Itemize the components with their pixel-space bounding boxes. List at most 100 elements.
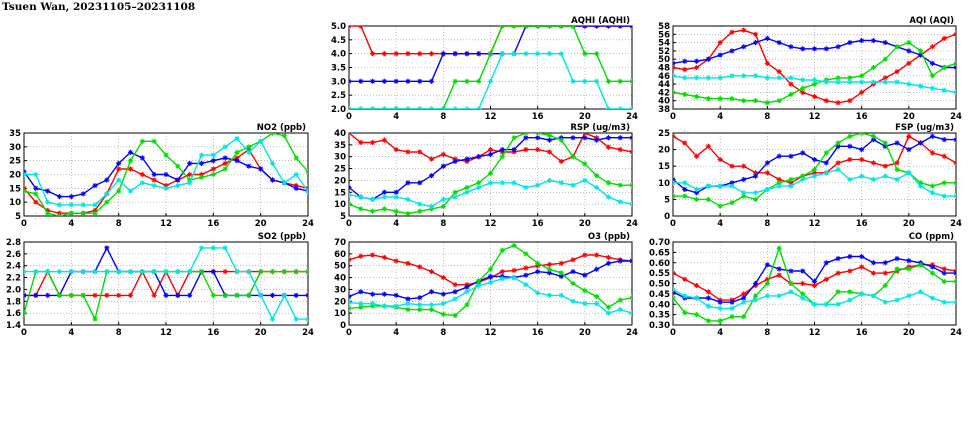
data-point bbox=[776, 153, 782, 159]
data-point bbox=[823, 79, 829, 85]
chart-title: CO (ppm) bbox=[909, 232, 954, 242]
data-point bbox=[116, 188, 122, 194]
page-title: Tsuen Wan, 20231105–20231108 bbox=[2, 1, 196, 13]
data-point bbox=[870, 64, 877, 71]
data-point bbox=[24, 310, 27, 316]
data-point bbox=[776, 69, 782, 75]
data-point bbox=[717, 52, 723, 58]
data-point bbox=[953, 31, 956, 37]
data-point bbox=[127, 166, 134, 172]
y-tick-label: 1.8 bbox=[6, 297, 21, 307]
data-point bbox=[582, 177, 588, 184]
data-point bbox=[104, 269, 110, 275]
data-point bbox=[511, 135, 517, 141]
x-tick-label: 16 bbox=[207, 328, 219, 338]
data-point bbox=[682, 276, 688, 282]
data-point bbox=[163, 269, 169, 275]
y-tick-label: 10 bbox=[334, 309, 346, 319]
data-point bbox=[752, 40, 759, 46]
x-tick-label: 24 bbox=[626, 219, 638, 229]
data-point bbox=[487, 279, 494, 285]
data-point bbox=[234, 155, 240, 161]
data-point bbox=[349, 257, 352, 263]
data-point bbox=[452, 51, 458, 57]
data-point bbox=[33, 191, 39, 197]
data-point bbox=[511, 267, 517, 274]
data-point bbox=[729, 29, 735, 35]
data-point bbox=[894, 140, 900, 146]
data-point bbox=[198, 174, 205, 180]
x-tick-label: 0 bbox=[346, 219, 352, 229]
data-point bbox=[417, 264, 423, 270]
data-point bbox=[428, 306, 435, 313]
x-tick-label: 24 bbox=[302, 219, 314, 229]
data-point bbox=[464, 106, 470, 109]
x-tick-label: 20 bbox=[903, 219, 915, 229]
data-point bbox=[68, 194, 74, 200]
data-point bbox=[440, 203, 446, 210]
data-point bbox=[405, 301, 411, 307]
data-point bbox=[405, 51, 411, 57]
data-point bbox=[281, 133, 287, 139]
data-point bbox=[788, 289, 794, 295]
data-point bbox=[693, 282, 700, 289]
data-point bbox=[305, 316, 308, 322]
data-point bbox=[163, 292, 169, 298]
data-point bbox=[523, 51, 529, 57]
data-point bbox=[104, 292, 110, 298]
x-tick-label: 16 bbox=[532, 328, 544, 338]
data-point bbox=[953, 193, 956, 199]
data-point bbox=[56, 213, 63, 216]
data-point bbox=[776, 98, 782, 104]
data-point bbox=[393, 292, 399, 298]
data-point bbox=[629, 295, 632, 301]
data-point bbox=[764, 186, 770, 193]
data-point bbox=[68, 269, 74, 275]
data-point bbox=[452, 158, 458, 165]
data-point bbox=[605, 180, 612, 186]
data-point bbox=[629, 106, 632, 109]
x-tick-label: 24 bbox=[626, 112, 638, 122]
x-tick-label: 20 bbox=[255, 219, 267, 229]
data-point bbox=[33, 185, 39, 191]
data-point bbox=[752, 297, 759, 303]
data-point bbox=[741, 314, 747, 320]
data-point bbox=[293, 182, 299, 189]
data-point bbox=[487, 170, 494, 176]
data-point bbox=[717, 156, 723, 163]
data-point bbox=[776, 245, 782, 251]
y-tick-label: 4.5 bbox=[331, 36, 346, 46]
data-point bbox=[811, 46, 818, 52]
data-point bbox=[440, 151, 446, 157]
data-point bbox=[929, 133, 936, 139]
data-point bbox=[393, 78, 399, 84]
data-point bbox=[56, 210, 63, 216]
data-point bbox=[752, 170, 759, 176]
y-tick-label: 35 bbox=[9, 129, 21, 139]
data-point bbox=[870, 137, 877, 143]
data-point bbox=[499, 147, 505, 153]
data-point bbox=[499, 180, 505, 186]
y-tick-label: 0 bbox=[340, 321, 346, 331]
y-tick-label: 30 bbox=[334, 285, 346, 295]
y-tick-label: 2.0 bbox=[331, 105, 346, 115]
data-point bbox=[811, 301, 818, 307]
data-point bbox=[776, 180, 782, 186]
data-point bbox=[823, 160, 829, 166]
y-tick-label: 0.35 bbox=[649, 311, 670, 321]
data-point bbox=[859, 264, 865, 270]
data-point bbox=[764, 100, 770, 106]
data-point bbox=[617, 297, 623, 303]
data-point bbox=[80, 210, 86, 216]
data-point bbox=[546, 149, 553, 155]
data-point bbox=[222, 245, 228, 251]
data-point bbox=[870, 133, 877, 139]
data-point bbox=[918, 140, 924, 146]
x-tick-label: 8 bbox=[440, 328, 446, 338]
data-point bbox=[729, 200, 735, 206]
data-point bbox=[523, 26, 529, 29]
data-point bbox=[835, 160, 841, 166]
data-point bbox=[33, 199, 39, 205]
y-tick-label: 10 bbox=[658, 179, 670, 189]
